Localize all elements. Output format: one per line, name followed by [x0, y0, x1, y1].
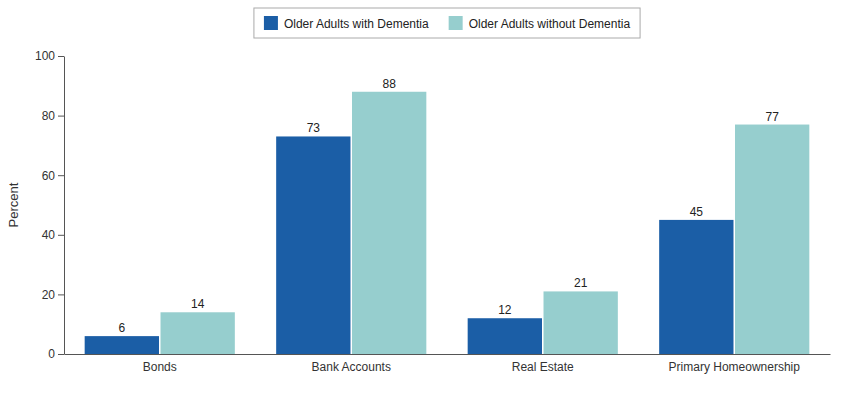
y-tick-label: 100 — [35, 49, 55, 63]
legend: Older Adults with Dementia Older Adults w… — [254, 8, 640, 38]
bar — [161, 312, 235, 354]
y-tick-mark — [58, 235, 64, 236]
y-tick-mark — [58, 56, 64, 57]
bar — [468, 318, 542, 354]
data-label: 6 — [118, 321, 125, 335]
data-label: 14 — [191, 297, 205, 311]
y-tick-label: 80 — [42, 109, 56, 123]
chart: 6 73 12 45 14 88 21 77 0 20 40 60 80 100 Bonds Bank Acc… — [0, 0, 850, 394]
x-tick-label: Bonds — [143, 360, 177, 374]
data-label: 88 — [382, 77, 396, 91]
y-tick-mark — [58, 354, 64, 355]
x-tick: Real Estate — [512, 360, 574, 374]
bar — [735, 125, 809, 354]
data-label: 45 — [690, 205, 704, 219]
y-tick: 20 — [42, 288, 64, 302]
y-axis: 0 20 40 60 80 100 — [35, 49, 65, 361]
x-tick: Primary Homeownership — [669, 360, 801, 374]
legend-label: Older Adults with Dementia — [284, 17, 429, 31]
x-tick-label: Real Estate — [512, 360, 574, 374]
y-axis-line — [64, 57, 65, 355]
bar — [85, 336, 159, 354]
y-axis-title: Percent — [6, 182, 21, 227]
data-labels: 6 73 12 45 14 88 21 77 — [118, 77, 779, 335]
data-label: 73 — [307, 121, 321, 135]
y-tick-label: 40 — [42, 228, 56, 242]
y-tick: 100 — [35, 49, 64, 63]
y-tick: 80 — [42, 109, 64, 123]
legend-item: Older Adults without Dementia — [449, 16, 631, 31]
x-axis-line — [65, 354, 831, 355]
y-tick-label: 20 — [42, 288, 56, 302]
bar — [276, 136, 350, 354]
legend-swatch — [264, 16, 278, 30]
y-tick-mark — [58, 116, 64, 117]
y-tick: 40 — [42, 228, 64, 242]
x-tick: Bank Accounts — [312, 360, 391, 374]
legend-swatch — [449, 16, 463, 30]
y-tick: 60 — [42, 169, 64, 183]
bar — [352, 92, 426, 354]
x-axis: Bonds Bank Accounts Real Estate Primary Hom… — [65, 355, 831, 374]
data-label: 77 — [765, 110, 779, 124]
data-label: 21 — [574, 276, 588, 290]
y-tick-mark — [58, 175, 64, 176]
bar — [659, 220, 733, 354]
data-label: 12 — [498, 303, 512, 317]
y-tick-mark — [58, 294, 64, 295]
y-tick: 0 — [48, 347, 64, 361]
bars — [85, 92, 810, 354]
x-tick-label: Primary Homeownership — [669, 360, 801, 374]
y-tick-label: 60 — [42, 169, 56, 183]
y-tick-label: 0 — [48, 347, 55, 361]
legend-frame — [254, 8, 640, 38]
legend-label: Older Adults without Dementia — [469, 17, 631, 31]
bar — [544, 291, 618, 354]
plot: 6 73 12 45 14 88 21 77 0 20 40 60 80 100 Bonds Bank Acc… — [35, 49, 831, 373]
legend-item: Older Adults with Dementia — [264, 16, 429, 31]
x-tick: Bonds — [143, 360, 177, 374]
x-tick-label: Bank Accounts — [312, 360, 391, 374]
